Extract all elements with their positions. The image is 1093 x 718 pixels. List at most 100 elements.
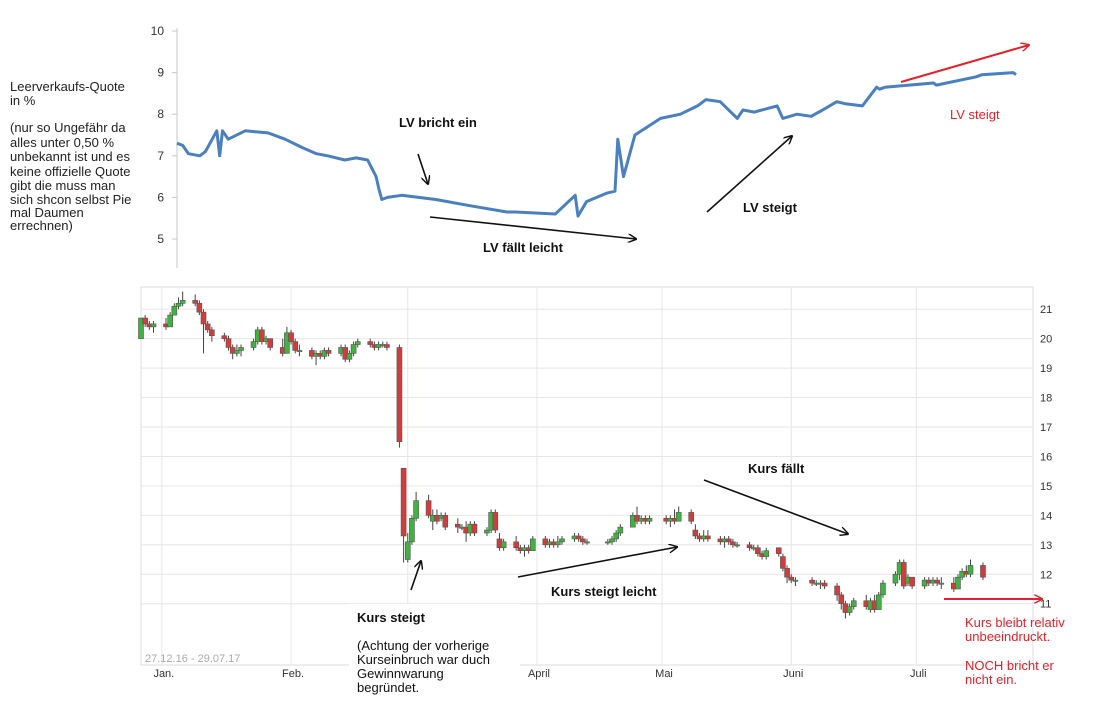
- candle-body-down: [204, 323, 211, 331]
- candle: [846, 603, 853, 616]
- candle: [367, 338, 374, 348]
- candle: [730, 538, 736, 548]
- candle-body-up: [609, 538, 615, 543]
- candle: [259, 326, 265, 345]
- candle-body-up: [484, 529, 490, 534]
- annotation-noch-line-2: nicht ein.: [965, 672, 1017, 687]
- candle: [559, 535, 565, 545]
- lv-note-line-1: (nur so Ungefähr da: [10, 120, 126, 135]
- price-y-tick-label: 19: [1040, 363, 1052, 375]
- candle: [225, 335, 232, 351]
- price-y-tick-label: 20: [1040, 334, 1052, 346]
- date-range-label: 27.12.16 - 29.07.17: [145, 653, 240, 665]
- candle: [809, 577, 815, 587]
- candle: [746, 541, 753, 551]
- candle-body-up: [846, 606, 853, 613]
- candle-body-down: [838, 594, 845, 604]
- candle-body-down: [225, 338, 232, 348]
- candle-body-down: [367, 341, 374, 345]
- candle: [838, 591, 845, 610]
- arrow-lv-steigt: [706, 136, 792, 213]
- lv-note-line-4: keine offizielle Quote: [10, 164, 130, 179]
- candle-body-down: [575, 535, 582, 540]
- price-x-ticks: Jan.Feb.MärzAprilMaiJuniJuli: [153, 668, 926, 680]
- candle: [425, 494, 432, 519]
- lv-note-line-5: gibt die muss man: [10, 178, 116, 193]
- candle-body-up: [613, 532, 619, 540]
- price-y-tick-label: 15: [1040, 481, 1052, 493]
- lv-note-line-2: alles unter 0,50 %: [10, 135, 115, 150]
- price-v-gridlines: [161, 287, 917, 665]
- candle: [400, 467, 407, 563]
- candle: [705, 530, 711, 542]
- candle-body-up: [350, 344, 357, 354]
- lv-note-line-3: unbekannt ist und es: [10, 149, 130, 164]
- candle-body-up: [171, 305, 178, 316]
- candle: [221, 332, 228, 342]
- candle: [292, 338, 299, 354]
- arrow-lv-steigt-red: [900, 45, 1029, 83]
- lv-ylabel-line-1: Leerverkaufs-Quote: [10, 79, 125, 94]
- candle: [196, 300, 203, 316]
- candle-body-up: [763, 550, 770, 557]
- arrow-lv-faellt-leicht: [429, 216, 636, 239]
- candle: [555, 535, 561, 548]
- candle-body-down: [809, 579, 815, 584]
- arrow-kurs-faellt: [703, 479, 848, 534]
- lv-y-tick-label: 8: [157, 107, 164, 121]
- price-plot-frame: [140, 286, 1034, 666]
- candle-body-up: [584, 541, 590, 544]
- note-box-background: [349, 604, 520, 702]
- candle-body-up: [404, 541, 411, 560]
- lv-series-line: [176, 71, 1017, 218]
- candle-body-up: [675, 512, 682, 522]
- candle: [821, 580, 828, 589]
- candle: [471, 521, 478, 536]
- candle: [192, 294, 198, 307]
- candle-body-up: [354, 341, 361, 345]
- annotation-kurs-steigt-leicht: Kurs steigt leicht: [551, 584, 657, 599]
- candle-body-down: [267, 338, 274, 348]
- candle: [296, 344, 303, 357]
- price-y-tick-label: 11: [1040, 599, 1051, 611]
- candle-body-down: [692, 529, 699, 537]
- candle-body-down: [821, 582, 828, 587]
- candle: [675, 506, 682, 522]
- candle-body-down: [425, 500, 432, 516]
- arrow-lv-bricht-ein: [417, 153, 428, 184]
- candle: [938, 577, 945, 589]
- candle: [404, 533, 411, 563]
- candle-body-up: [880, 582, 886, 596]
- candle: [784, 565, 790, 584]
- annotation-achtung-line-4: begründet.: [357, 680, 419, 695]
- candle-body-down: [775, 547, 782, 554]
- price-x-tick-label: Feb.: [282, 668, 304, 680]
- annotation-lv-steigt-red: LV steigt: [950, 107, 1000, 122]
- candle-body-up: [284, 332, 290, 354]
- candle: [780, 553, 786, 572]
- price-candles: [138, 291, 986, 619]
- candle-body-down: [788, 576, 795, 581]
- candle-body-down: [900, 562, 907, 587]
- candle-body-down: [746, 544, 753, 549]
- candle: [142, 315, 148, 327]
- candle-body-up: [617, 526, 624, 534]
- candle-body-down: [784, 568, 790, 578]
- candle: [967, 559, 974, 578]
- candle-body-down: [934, 579, 940, 584]
- candle-body-down: [384, 344, 390, 348]
- candle-body-up: [167, 314, 173, 328]
- lv-note-line-6: sich shcon selbst Pie: [10, 192, 131, 207]
- candle-body-up: [967, 565, 974, 575]
- candle-body-up: [234, 350, 240, 354]
- candle-body-up: [179, 300, 186, 304]
- candle: [138, 317, 144, 339]
- candle-body-down: [580, 538, 586, 543]
- candle-body-down: [442, 515, 449, 528]
- candle-body-down: [730, 541, 736, 546]
- candle: [892, 571, 899, 587]
- candle-body-up: [250, 341, 257, 348]
- candle: [530, 535, 536, 551]
